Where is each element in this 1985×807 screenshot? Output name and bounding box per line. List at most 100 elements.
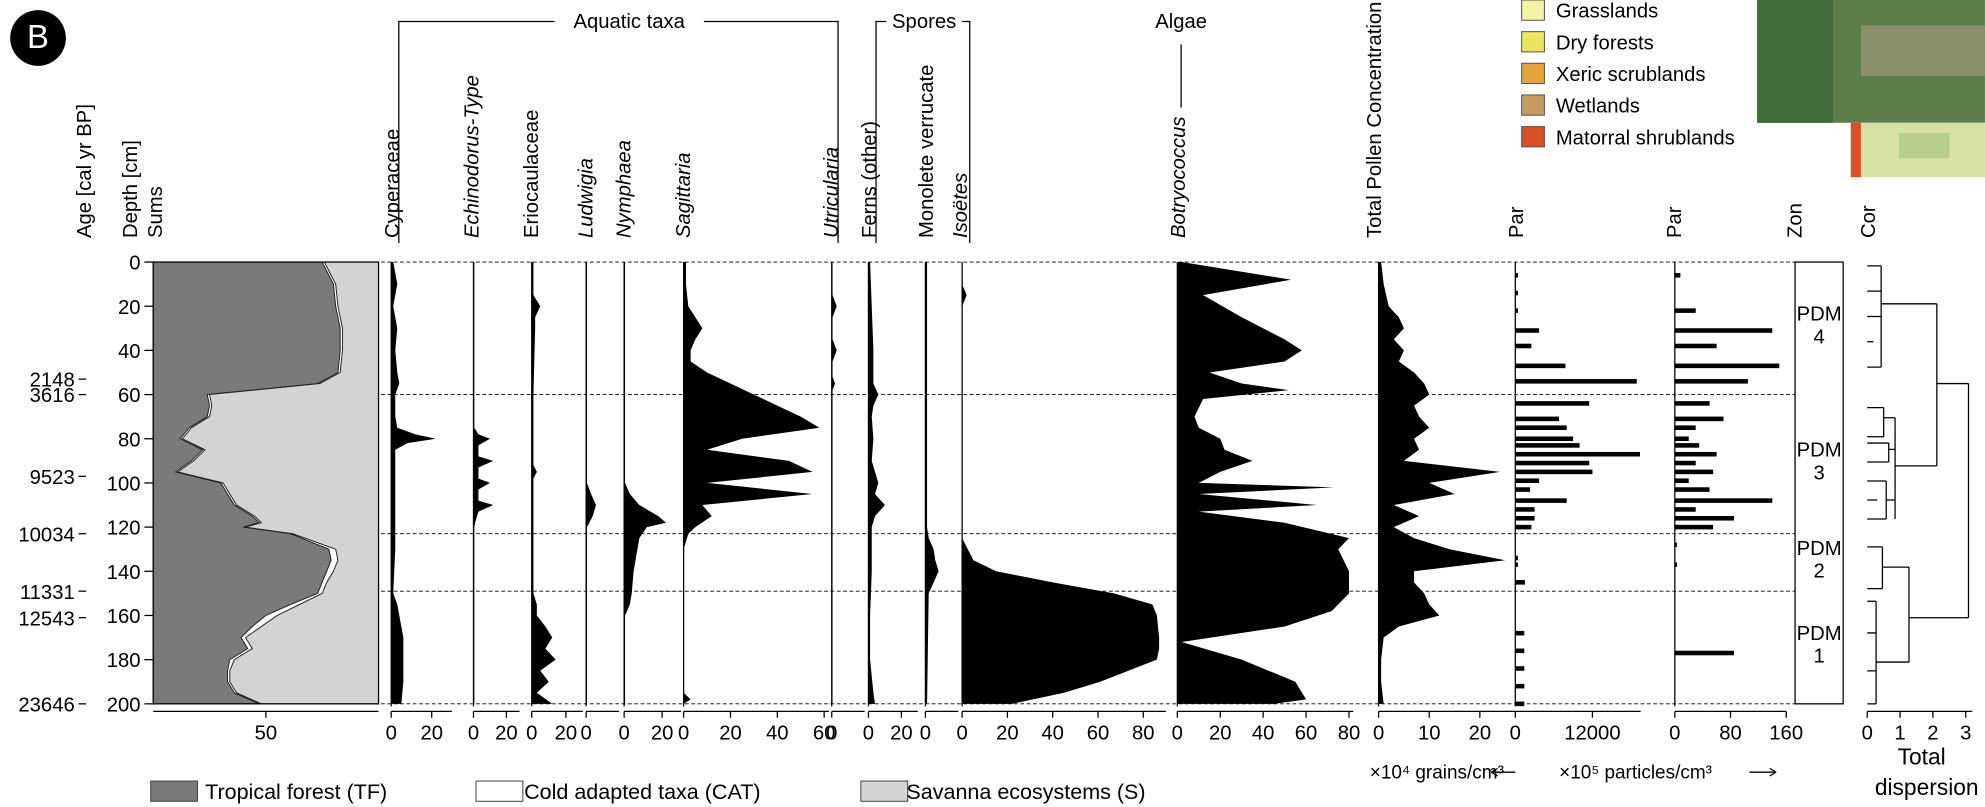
y-tick-label: 60 <box>118 385 141 407</box>
age-tick-label: 3616 <box>30 385 75 407</box>
x-tick-label: 20 <box>1209 722 1232 744</box>
bar <box>1674 401 1710 406</box>
bar <box>1674 379 1748 384</box>
unit-label: ×10⁵ particles/cm³ <box>1559 763 1712 784</box>
bar <box>1515 487 1531 492</box>
taxon-area <box>586 262 597 704</box>
bar <box>1674 562 1677 567</box>
y-tick-label: 160 <box>107 606 141 628</box>
bar <box>1515 416 1560 422</box>
panel-title: Utricularia <box>821 147 843 238</box>
group-bracket <box>398 20 839 244</box>
zone-label: PDM <box>1797 623 1842 645</box>
unit-arrow <box>1490 767 1777 777</box>
bar <box>1674 416 1724 422</box>
taxon-area <box>531 262 556 704</box>
x-tick-label: 0 <box>618 722 629 744</box>
x-tick-label: 0 <box>1373 722 1384 744</box>
bar <box>1515 507 1535 512</box>
panel-title: Par <box>1664 206 1686 238</box>
bar <box>1674 273 1681 278</box>
bar <box>1674 650 1734 656</box>
bar <box>1674 308 1696 313</box>
group-label: Aquatic taxa <box>573 11 685 33</box>
x-tick-label: 20 <box>1469 722 1492 744</box>
legend-label: Wetlands <box>1556 96 1640 118</box>
x-tick-label: 40 <box>1041 722 1064 744</box>
y-tick-label: 120 <box>107 518 141 540</box>
x-tick-label: 40 <box>1252 722 1275 744</box>
x-tick-label: 0 <box>1510 722 1521 744</box>
x-tick-label: 60 <box>1295 722 1318 744</box>
x-tick-label: 3 <box>1960 722 1971 744</box>
y-tick-label: 140 <box>107 562 141 584</box>
legend-swatch <box>1521 31 1545 53</box>
bar <box>1674 498 1773 503</box>
bar <box>1674 443 1700 448</box>
x-tick-label: 60 <box>813 722 836 744</box>
bar <box>1674 451 1717 457</box>
panel-title: Nymphaea <box>613 140 635 238</box>
legend-swatch <box>1521 126 1545 148</box>
bar <box>1515 469 1593 475</box>
age-label: Age [cal yr BP] <box>74 104 96 238</box>
bar <box>1674 436 1689 442</box>
x-tick-label: 80 <box>1719 722 1742 744</box>
taxon-area <box>473 262 494 704</box>
bar <box>1674 469 1714 475</box>
bar <box>1515 401 1590 406</box>
bar <box>1515 460 1590 466</box>
panel-title: Sums <box>145 186 167 238</box>
bar <box>1515 273 1518 278</box>
zone-label: PDM <box>1797 440 1842 462</box>
bar <box>1674 507 1696 512</box>
zone-label: PDM <box>1797 304 1842 326</box>
map-image <box>1898 132 1950 159</box>
bar <box>1674 328 1773 333</box>
x-tick-label: 60 <box>1087 722 1110 744</box>
legend-label: Xeric scrublands <box>1556 64 1706 86</box>
bar <box>1515 683 1525 689</box>
taxon-area <box>683 262 820 704</box>
x-tick-label: 20 <box>651 722 674 744</box>
panel-title: Sagittaria <box>673 152 695 238</box>
bar <box>1515 524 1532 530</box>
bar <box>1515 443 1580 448</box>
bar <box>1515 363 1566 369</box>
y-tick-label: 20 <box>118 297 141 319</box>
x-tick-label: 20 <box>495 722 518 744</box>
dendrogram <box>1867 265 1970 705</box>
panel-title: Cyperaceae <box>382 129 404 238</box>
x-tick-label: 0 <box>1669 722 1680 744</box>
legend-label: Cold adapted taxa (CAT) <box>524 780 760 804</box>
legend-label: Savanna ecosystems (S) <box>906 780 1145 804</box>
bar <box>1515 580 1525 585</box>
x-tick-label: 50 <box>255 722 278 744</box>
group-bracket <box>875 20 971 244</box>
y-tick-label: 200 <box>107 694 141 716</box>
bar <box>1515 666 1525 671</box>
bar <box>1674 542 1677 548</box>
age-tick-label: 10034 <box>18 524 74 546</box>
bar <box>1674 343 1717 349</box>
zone-label: 3 <box>1813 462 1824 484</box>
bar <box>1674 425 1696 430</box>
bar <box>1515 451 1640 457</box>
legend-label: Tropical forest (TF) <box>205 780 387 804</box>
x-tick-label: 80 <box>1338 722 1361 744</box>
x-tick-label: 0 <box>386 722 397 744</box>
age-tick-label: 23646 <box>18 694 74 716</box>
y-tick-label: 0 <box>129 253 140 275</box>
legend-swatch <box>860 780 909 802</box>
legend-swatch <box>1521 0 1545 21</box>
bar <box>1674 478 1689 484</box>
zone-frame <box>1794 261 1844 705</box>
bar <box>1515 498 1567 503</box>
bar <box>1674 515 1734 521</box>
badge-circle <box>10 10 66 66</box>
panel-title: Botryococcus <box>1168 116 1190 238</box>
panel-title: Echinodorus-Type <box>462 75 484 238</box>
y-tick-label: 100 <box>107 474 141 496</box>
